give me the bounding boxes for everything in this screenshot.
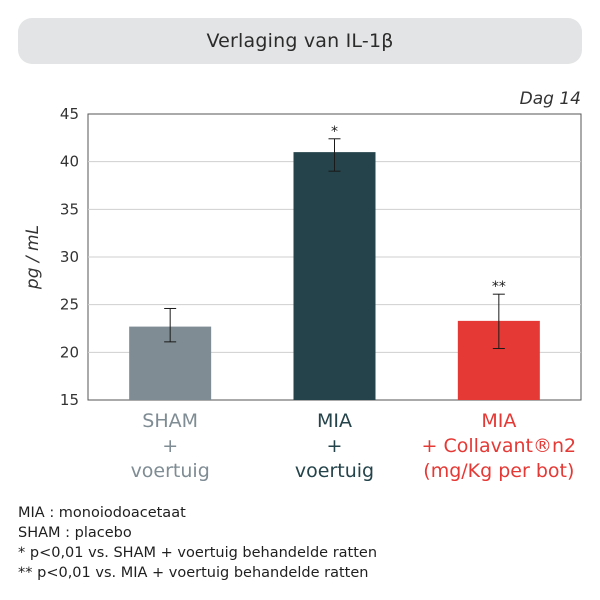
footnote-mia: MIA : monoiodoacetaat — [18, 505, 186, 521]
y-tick-label-35: 35 — [60, 200, 79, 218]
y-tick-label-25: 25 — [60, 296, 79, 314]
chart-title-banner: Verlaging van IL-1β — [18, 18, 582, 64]
footnote-significance-1: * p<0,01 vs. SHAM + voertuig behandelde … — [18, 545, 378, 561]
x-category-label-0-0: SHAM — [142, 410, 198, 432]
chart-title: Verlaging van IL-1β — [206, 30, 394, 52]
y-tick-label-45: 45 — [60, 105, 79, 123]
footnote-significance-2: ** p<0,01 vs. MIA + voertuig behandelde … — [18, 565, 369, 581]
x-category-label-1-0: MIA — [317, 410, 352, 432]
footnote-sham: SHAM : placebo — [18, 525, 132, 541]
panel-label: Dag 14 — [520, 89, 581, 109]
y-tick-label-20: 20 — [60, 343, 79, 361]
bar-1 — [293, 152, 376, 400]
y-tick-label-40: 40 — [60, 153, 79, 171]
y-tick-label-30: 30 — [60, 248, 79, 266]
significance-marker-2: ** — [492, 279, 506, 295]
x-category-label-1-2: voertuig — [295, 460, 374, 482]
y-tick-label-15: 15 — [60, 391, 79, 409]
x-category-label-2-1: + Collavant®n2 — [422, 435, 577, 457]
x-category-label-0-1: + — [162, 435, 178, 457]
x-category-label-2-2: (mg/Kg per bot) — [423, 460, 574, 482]
x-category-label-1-1: + — [327, 435, 343, 457]
x-category-label-2-0: MIA — [481, 410, 516, 432]
footnotes: MIA : monoiodoacetaat SHAM : placebo * p… — [18, 503, 377, 583]
x-category-label-0-2: voertuig — [131, 460, 210, 482]
significance-marker-1: * — [331, 124, 338, 140]
y-axis-label: pg / mL — [23, 225, 43, 290]
